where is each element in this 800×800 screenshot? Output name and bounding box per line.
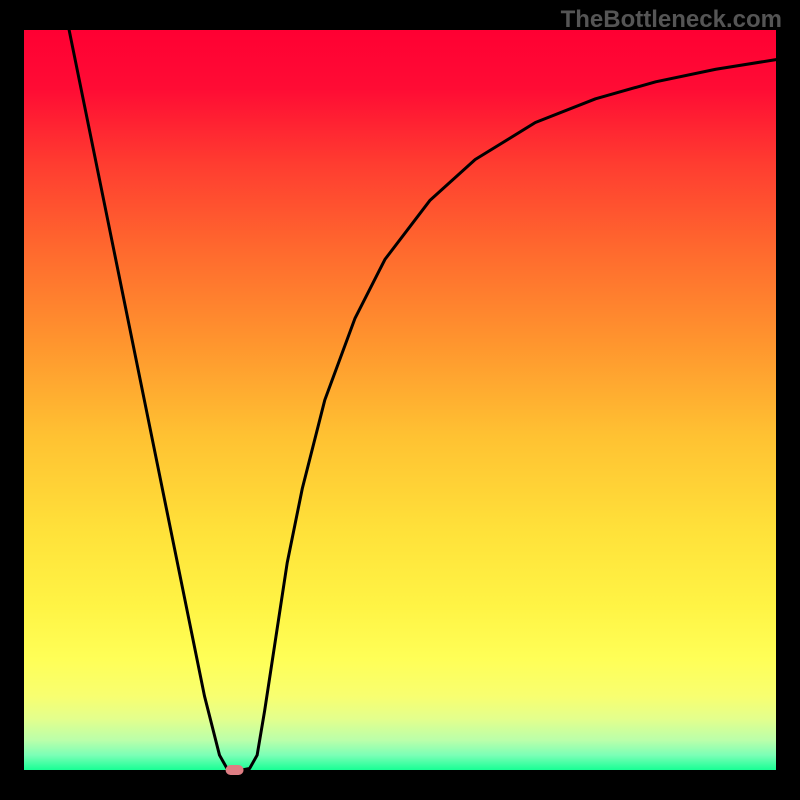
bottleneck-chart: TheBottleneck.com	[0, 0, 800, 800]
optimal-marker	[226, 765, 244, 775]
plot-background	[24, 30, 776, 770]
chart-svg	[0, 0, 800, 800]
watermark-text: TheBottleneck.com	[561, 6, 782, 34]
